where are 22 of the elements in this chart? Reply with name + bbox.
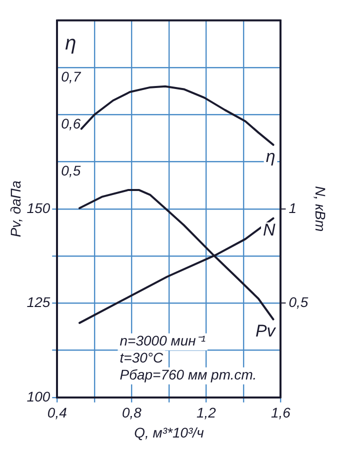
y-tick-label: 125: [26, 294, 50, 310]
annotation: Pбар=760 мм рт.ст.: [120, 366, 257, 382]
y-tick-label: 150: [26, 200, 50, 216]
series-label: N: [263, 220, 276, 240]
annotation: t=30°C: [120, 349, 164, 366]
x-tick-label: 1,6: [271, 404, 291, 421]
y-axis-title: Pv, даПа: [7, 180, 24, 238]
series-label: η: [266, 147, 276, 166]
y-tick-label: 100: [26, 388, 50, 404]
y2-tick-label: 0,5: [288, 294, 308, 310]
x-axis-title: Q, м³*10³/ч: [134, 424, 204, 440]
y2-tick-label: 1: [288, 200, 297, 216]
y3-tick-label: 0,7: [61, 68, 82, 84]
x-tick-label: 0,4: [47, 404, 68, 421]
y3-tick-label: 0,5: [61, 162, 81, 179]
y3-axis-title: η: [65, 32, 76, 55]
x-tick-label: 1,2: [196, 404, 216, 421]
series-label: Pv: [255, 322, 277, 341]
annotation: n=3000 мин⁻¹: [120, 332, 206, 348]
y2-axis-title: N, кВт: [312, 186, 329, 232]
y3-tick-label: 0,6: [61, 116, 81, 132]
x-tick-label: 0,8: [122, 404, 142, 421]
